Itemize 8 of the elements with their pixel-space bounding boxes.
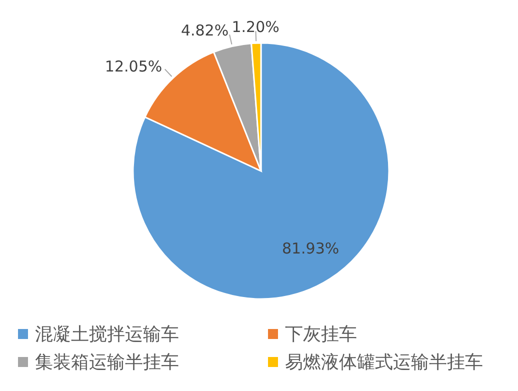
legend-label: 易燃液体罐式运输半挂车 xyxy=(285,352,483,373)
data-label: 81.93% xyxy=(282,240,340,258)
data-label: 1.20% xyxy=(232,18,280,36)
legend-label: 集装箱运输半挂车 xyxy=(35,352,179,373)
legend-label: 下灰挂车 xyxy=(285,324,357,345)
legend-label: 混凝土搅拌运输车 xyxy=(35,324,179,345)
data-label: 12.05% xyxy=(104,57,162,76)
data-label: 4.82% xyxy=(180,22,229,40)
